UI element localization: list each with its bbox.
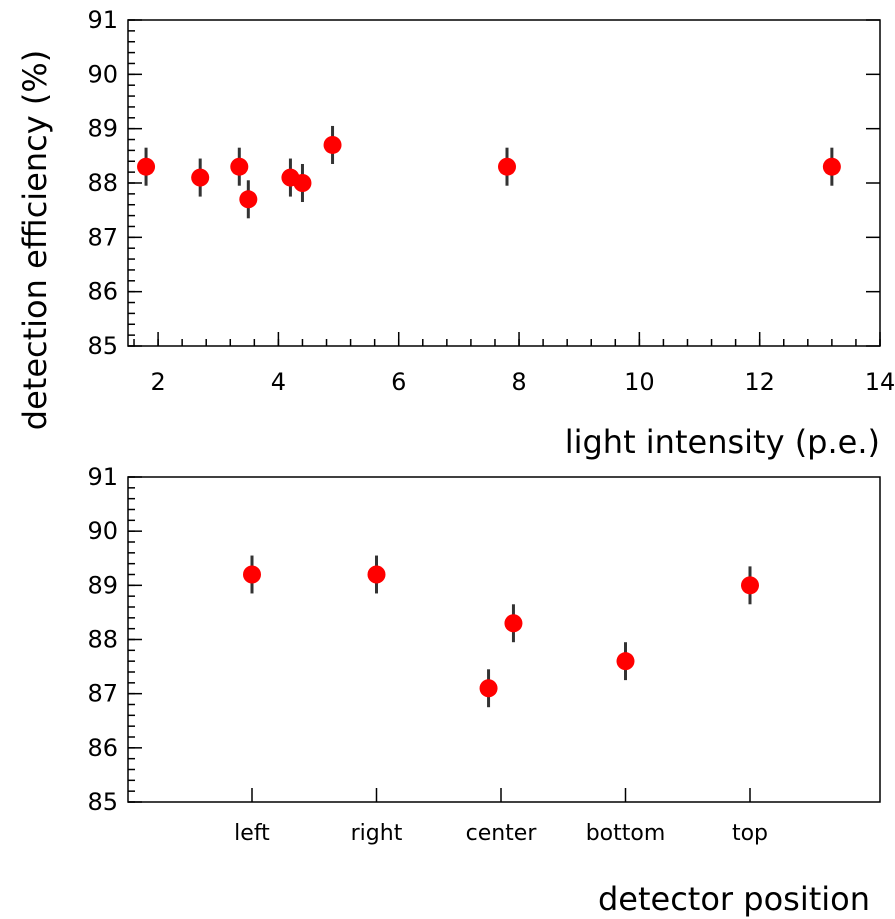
bottom-y-tick-label: 90 <box>87 517 118 545</box>
top-data-point <box>822 157 841 176</box>
bottom-data-point <box>243 565 261 584</box>
top-x-tick-label: 6 <box>391 368 406 396</box>
top-data-points <box>137 125 841 219</box>
bottom-x-axis-title: detector position <box>598 880 870 918</box>
top-y-tick-label: 86 <box>87 278 118 306</box>
bottom-x-category-label: top <box>732 821 768 846</box>
top-y-tick-label: 89 <box>87 115 118 143</box>
top-panel: 85 86 87 88 89 90 91 2 4 6 8 10 12 14 light intensit… <box>87 6 895 461</box>
top-y-tick-label: 90 <box>87 60 118 88</box>
top-data-point <box>191 168 210 187</box>
bottom-x-category-label: bottom <box>586 821 666 846</box>
top-y-ticks: 85 86 87 88 89 90 91 <box>87 6 880 360</box>
top-data-point <box>239 190 258 209</box>
bottom-plot-frame <box>127 476 881 803</box>
bottom-data-point <box>616 652 635 671</box>
bottom-data-points <box>243 555 759 708</box>
bottom-y-tick-label: 86 <box>87 734 118 762</box>
top-x-tick-label: 14 <box>865 368 895 396</box>
top-x-tick-label: 8 <box>511 368 526 396</box>
top-y-tick-label: 88 <box>87 169 118 197</box>
top-y-tick-label: 91 <box>87 6 118 34</box>
bottom-y-tick-label: 87 <box>87 680 118 708</box>
top-y-tick-label: 87 <box>87 223 118 251</box>
top-x-tick-label: 12 <box>744 368 775 396</box>
top-y-tick-label: 85 <box>87 332 118 360</box>
y-axis-title: detection efficiency (%) <box>16 50 54 430</box>
top-x-tick-label: 2 <box>150 368 165 396</box>
top-x-axis-title: light intensity (p.e.) <box>565 423 880 461</box>
bottom-data-point <box>367 565 386 584</box>
top-x-ticks: 2 4 6 8 10 12 14 <box>133 332 895 396</box>
top-data-point <box>230 157 249 176</box>
top-x-tick-label: 4 <box>271 368 286 396</box>
top-data-point <box>498 157 517 176</box>
bottom-x-category-label: center <box>466 821 538 846</box>
bottom-x-category-label: left <box>234 821 270 846</box>
bottom-y-ticks: 85 86 87 88 89 90 91 <box>87 463 142 816</box>
top-plot-frame <box>127 19 881 347</box>
bottom-x-category-label: right <box>351 821 403 846</box>
bottom-y-tick-label: 91 <box>87 463 118 491</box>
bottom-data-point <box>741 576 759 595</box>
bottom-y-tick-label: 85 <box>87 788 118 816</box>
top-data-point <box>293 174 312 192</box>
bottom-data-point <box>504 614 523 633</box>
top-data-point <box>323 135 342 154</box>
bottom-y-tick-label: 89 <box>87 571 118 599</box>
bottom-x-ticks: left right center bottom top <box>234 788 768 846</box>
top-x-tick-label: 10 <box>624 368 655 396</box>
bottom-data-point <box>479 679 498 698</box>
bottom-y-tick-label: 88 <box>87 626 118 654</box>
top-data-point <box>137 157 156 176</box>
